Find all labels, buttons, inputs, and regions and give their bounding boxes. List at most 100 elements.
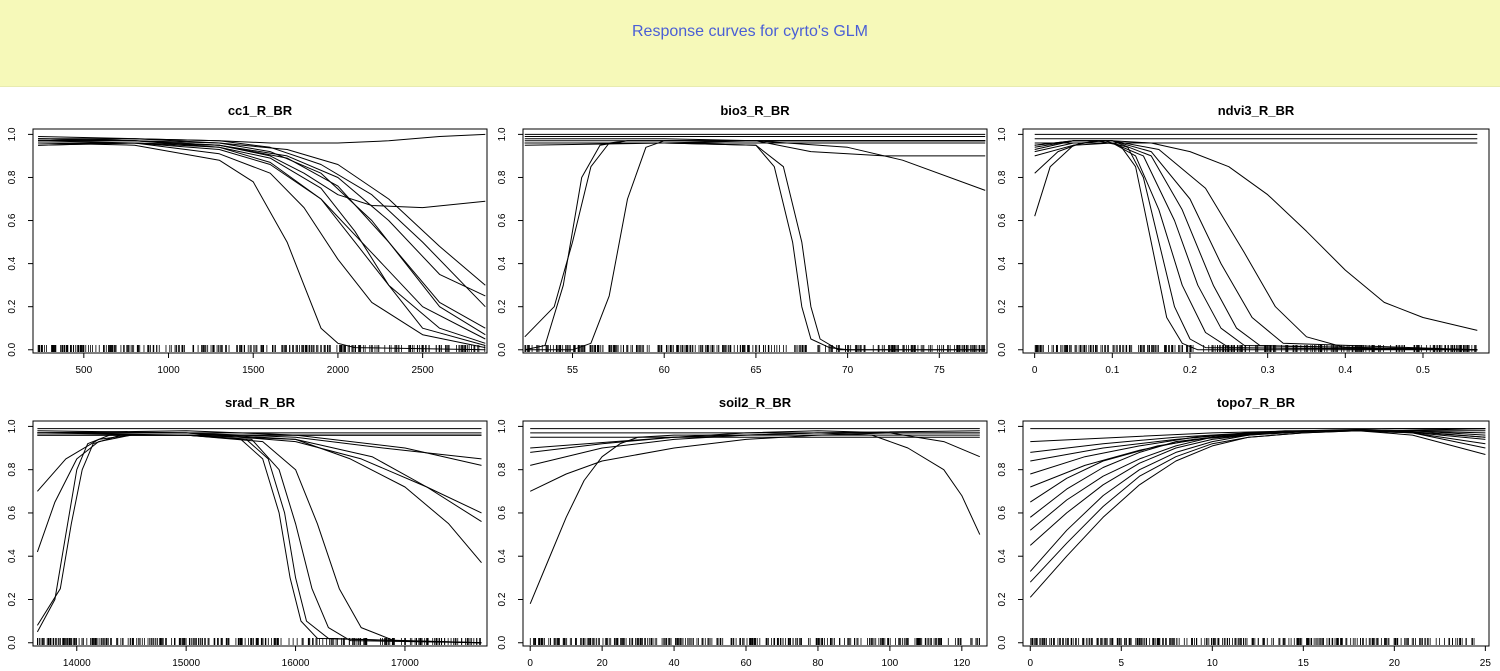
y-tick-label: 0.4 <box>7 549 18 563</box>
y-tick-label: 0.8 <box>997 170 1008 184</box>
x-tick-label: 10 <box>1207 658 1219 669</box>
response-curve <box>1029 430 1486 598</box>
x-tick-label: 100 <box>882 658 899 669</box>
x-tick-label: 500 <box>75 365 92 376</box>
response-curve <box>1029 430 1486 518</box>
response-curve <box>1034 140 1478 351</box>
response-curve <box>1034 140 1478 351</box>
x-tick-label: 20 <box>1389 658 1401 669</box>
response-curve <box>38 140 486 349</box>
x-tick-label: 0.1 <box>1105 365 1119 376</box>
x-tick-label: 60 <box>659 365 671 376</box>
plot-frame <box>1022 128 1490 354</box>
y-tick-label: 0.8 <box>7 462 18 476</box>
panel-title: soil2_R_BR <box>719 395 792 410</box>
response-curve <box>37 434 482 492</box>
x-tick-label: 65 <box>750 365 762 376</box>
x-tick-label: 60 <box>740 658 752 669</box>
x-tick-label: 0.4 <box>1338 365 1352 376</box>
response-curve <box>530 432 981 535</box>
y-tick-label: 0.6 <box>7 506 18 520</box>
response-curve <box>1034 140 1478 351</box>
response-curve <box>37 432 482 523</box>
response-curve <box>1029 430 1486 572</box>
y-tick-label: 0.6 <box>997 213 1008 227</box>
x-tick-label: 14000 <box>63 658 91 669</box>
x-tick-label: 0 <box>1028 658 1034 669</box>
response-curve <box>38 138 486 308</box>
y-tick-label: 0.8 <box>997 462 1008 476</box>
panel-title: topo7_R_BR <box>1217 395 1296 410</box>
response-curve <box>524 142 986 351</box>
rug-marks <box>1030 638 1475 645</box>
response-curve <box>524 140 986 338</box>
response-curve <box>38 138 486 329</box>
y-tick-label: 0.4 <box>497 256 508 270</box>
x-tick-label: 2000 <box>327 365 350 376</box>
y-tick-label: 0.2 <box>997 592 1008 606</box>
y-tick-label: 0.0 <box>497 635 508 649</box>
y-tick-label: 0.0 <box>997 342 1008 356</box>
panel-title: ndvi3_R_BR <box>1218 103 1295 118</box>
x-tick-label: 0 <box>1032 365 1038 376</box>
response-curve <box>37 434 482 644</box>
response-curve <box>1029 430 1486 583</box>
x-tick-label: 15000 <box>172 658 200 669</box>
y-tick-label: 0.0 <box>997 635 1008 649</box>
response-curve <box>1030 430 1486 488</box>
response-curve <box>37 434 482 644</box>
plot-frame <box>522 420 988 647</box>
page-title: Response curves for cyrto's GLM <box>631 23 869 40</box>
y-tick-label: 1.0 <box>7 419 18 433</box>
y-tick-label: 0.6 <box>497 506 508 520</box>
x-tick-label: 75 <box>934 365 946 376</box>
y-tick-label: 1.0 <box>7 127 18 141</box>
panel-title: srad_R_BR <box>225 395 296 410</box>
x-tick-label: 0 <box>527 658 533 669</box>
x-tick-label: 70 <box>842 365 854 376</box>
panel-title: bio3_R_BR <box>720 103 790 118</box>
title-banner: Response curves for cyrto's GLM <box>0 0 1500 87</box>
response-curve <box>37 432 482 514</box>
response-curve <box>1029 430 1486 531</box>
plot-frame <box>522 128 988 354</box>
response-curve <box>529 434 980 604</box>
response-curve <box>37 434 482 644</box>
x-tick-label: 0.3 <box>1261 365 1275 376</box>
response-curve <box>38 142 486 340</box>
response-curve <box>524 138 986 191</box>
y-tick-label: 0.0 <box>497 342 508 356</box>
response-curve <box>1030 428 1486 453</box>
response-curve <box>36 434 482 553</box>
x-tick-label: 120 <box>953 658 970 669</box>
y-tick-label: 0.2 <box>497 299 508 313</box>
x-tick-label: 1500 <box>242 365 265 376</box>
x-tick-label: 80 <box>812 658 824 669</box>
response-curve <box>38 138 486 344</box>
y-tick-label: 0.6 <box>7 213 18 227</box>
y-tick-label: 0.8 <box>7 170 18 184</box>
response-curve <box>524 142 986 351</box>
rug-marks <box>529 638 980 645</box>
y-tick-label: 0.2 <box>7 592 18 606</box>
response-curve <box>1030 430 1486 475</box>
panel-6: topo7_R_BR 0.0 0.2 0.4 0.6 0.8 1.0 0 5 10 15 20 25 <box>997 395 1491 669</box>
plot-frame <box>32 128 488 354</box>
response-curve <box>1034 140 1478 331</box>
response-curve <box>37 430 482 460</box>
y-tick-label: 0.2 <box>997 299 1008 313</box>
x-tick-label: 17000 <box>391 658 419 669</box>
y-tick-label: 1.0 <box>997 419 1008 433</box>
panel-3: ndvi3_R_BR 0.0 0.2 0.4 0.6 0.8 1.0 0 0.1 0.2 0.3 0.… <box>997 103 1490 376</box>
response-curve <box>1034 142 1478 351</box>
y-tick-label: 0.4 <box>7 256 18 270</box>
y-tick-label: 0.4 <box>497 549 508 563</box>
response-curve <box>37 430 482 466</box>
response-curve <box>36 434 482 633</box>
response-curve <box>38 142 486 351</box>
y-tick-label: 0.6 <box>497 213 508 227</box>
response-curve <box>529 432 980 492</box>
plot-frame <box>32 420 488 647</box>
x-tick-label: 55 <box>567 365 579 376</box>
